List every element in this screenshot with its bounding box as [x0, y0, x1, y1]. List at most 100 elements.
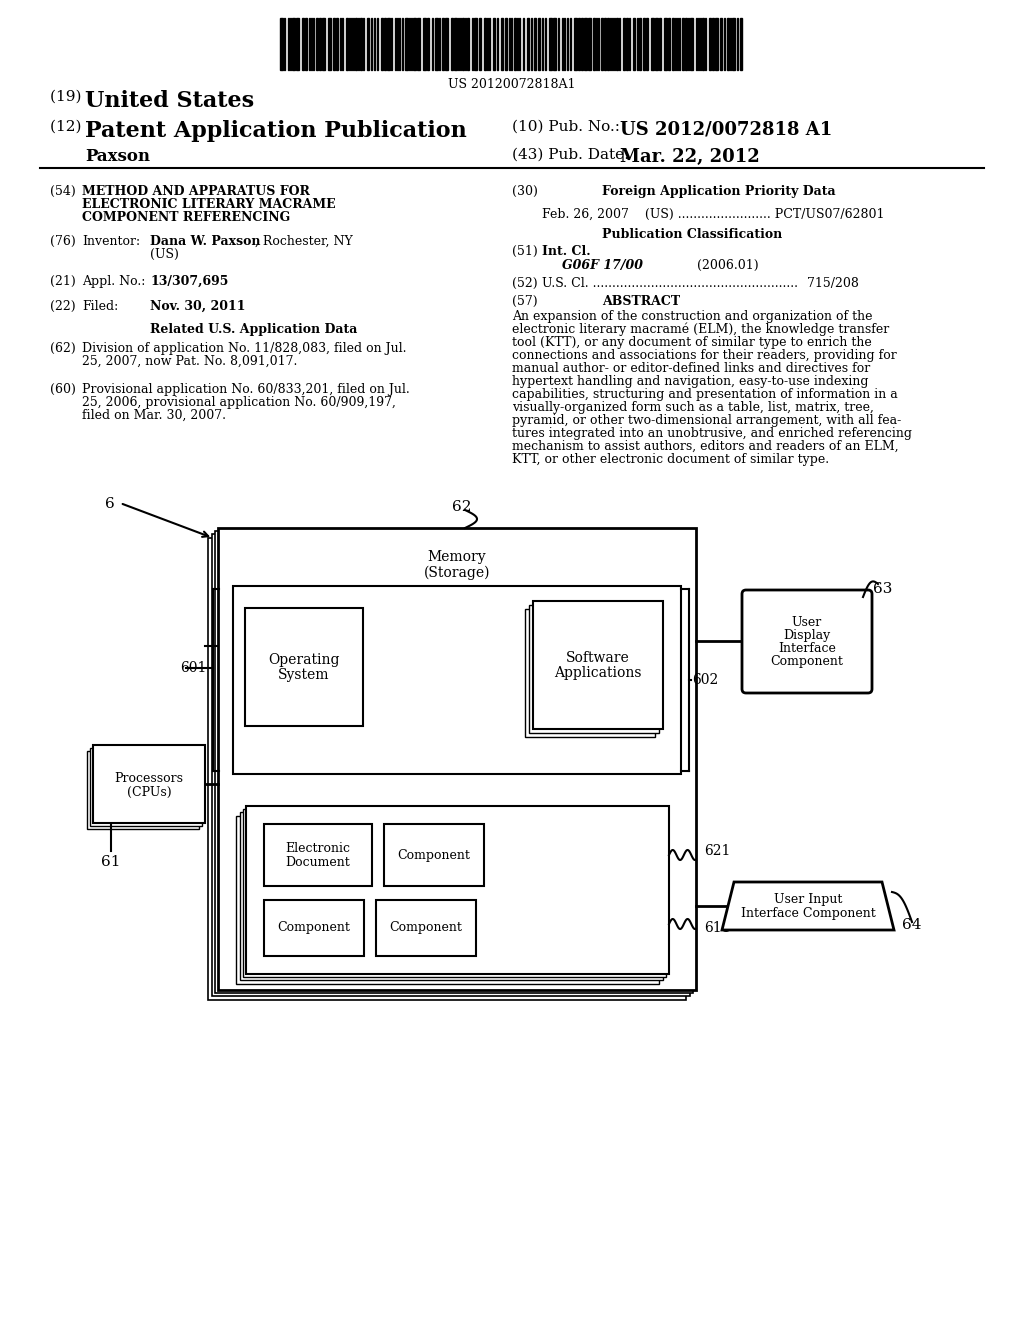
Text: Display: Display	[783, 630, 830, 643]
Text: Component: Component	[771, 656, 844, 668]
Text: (US): (US)	[150, 248, 179, 261]
Bar	[384, 824, 484, 886]
Text: Paxson: Paxson	[85, 148, 150, 165]
Text: tool (KTT), or any document of similar type to enrich the: tool (KTT), or any document of similar t…	[512, 337, 871, 348]
Bar	[333, 18, 335, 70]
Text: (10) Pub. No.:: (10) Pub. No.:	[512, 120, 620, 135]
Text: Foreign Application Priority Data: Foreign Application Priority Data	[602, 185, 836, 198]
Text: manual author- or editor-defined links and directives for: manual author- or editor-defined links a…	[512, 362, 870, 375]
Text: (2006.01): (2006.01)	[697, 259, 759, 272]
Text: 715/208: 715/208	[807, 277, 859, 290]
Text: (22): (22)	[50, 300, 76, 313]
Text: G06F 17/00: G06F 17/00	[562, 259, 643, 272]
Bar	[588, 18, 591, 70]
Bar	[633, 18, 635, 70]
Bar	[702, 18, 705, 70]
Bar	[581, 18, 583, 70]
Polygon shape	[722, 882, 894, 931]
Bar	[529, 605, 659, 733]
Bar	[292, 18, 295, 70]
FancyBboxPatch shape	[742, 590, 872, 693]
Text: Inventor:: Inventor:	[82, 235, 140, 248]
Text: mechanism to assist authors, editors and readers of an ELM,: mechanism to assist authors, editors and…	[512, 440, 899, 453]
Text: Processors: Processors	[115, 771, 183, 784]
Text: 6: 6	[105, 498, 115, 511]
Text: Component: Component	[389, 921, 463, 935]
Text: Related U.S. Application Data: Related U.S. Application Data	[150, 323, 357, 337]
Text: (52): (52)	[512, 277, 538, 290]
Bar	[527, 18, 529, 70]
Bar	[646, 18, 648, 70]
Bar	[651, 18, 654, 70]
Bar	[668, 18, 670, 70]
Bar	[355, 18, 357, 70]
Text: (12): (12)	[50, 120, 86, 135]
Text: Interface: Interface	[778, 643, 836, 656]
Bar	[454, 18, 457, 70]
Bar	[574, 18, 577, 70]
Text: US 20120072818A1: US 20120072818A1	[449, 78, 575, 91]
Text: 611: 611	[705, 921, 730, 935]
Text: 621: 621	[705, 843, 730, 858]
Bar	[381, 18, 383, 70]
Text: 25, 2007, now Pat. No. 8,091,017.: 25, 2007, now Pat. No. 8,091,017.	[82, 355, 297, 368]
Text: Mar. 22, 2012: Mar. 22, 2012	[620, 148, 760, 166]
Text: Dana W. Paxson: Dana W. Paxson	[150, 235, 260, 248]
Bar	[467, 18, 469, 70]
Text: 25, 2006, provisional application No. 60/909,197,: 25, 2006, provisional application No. 60…	[82, 396, 396, 409]
Bar	[387, 18, 390, 70]
Text: filed on Mar. 30, 2007.: filed on Mar. 30, 2007.	[82, 409, 226, 422]
Text: (76): (76)	[50, 235, 76, 248]
Bar	[604, 18, 606, 70]
Bar	[553, 18, 556, 70]
Bar	[732, 18, 735, 70]
Text: Component: Component	[278, 921, 350, 935]
Bar	[264, 824, 372, 886]
Bar	[607, 18, 609, 70]
Bar	[514, 18, 516, 70]
Bar	[245, 609, 362, 726]
Bar	[280, 18, 283, 70]
Bar	[626, 18, 628, 70]
Bar	[538, 18, 540, 70]
Text: electronic literary macramé (ELM), the knowledge transfer: electronic literary macramé (ELM), the k…	[512, 323, 889, 337]
Text: 61: 61	[101, 855, 121, 869]
Text: KTT, or other electronic document of similar type.: KTT, or other electronic document of sim…	[512, 453, 829, 466]
Bar	[664, 18, 667, 70]
Text: Nov. 30, 2011: Nov. 30, 2011	[150, 300, 246, 313]
Text: (21): (21)	[50, 275, 76, 288]
Text: Applications: Applications	[554, 667, 642, 680]
Text: (19): (19)	[50, 90, 86, 104]
Bar	[360, 18, 362, 70]
Bar	[322, 18, 325, 70]
Bar	[525, 609, 655, 737]
Bar	[690, 18, 693, 70]
Bar	[336, 18, 338, 70]
Text: System: System	[279, 668, 330, 682]
Bar	[659, 18, 662, 70]
Bar	[376, 900, 476, 956]
Text: Document: Document	[286, 857, 350, 870]
Bar	[236, 816, 659, 983]
Text: U.S. Cl. .....................................................: U.S. Cl. ...............................…	[542, 277, 798, 290]
Bar	[505, 18, 507, 70]
Bar	[442, 18, 444, 70]
Bar	[462, 18, 464, 70]
Text: (43) Pub. Date:: (43) Pub. Date:	[512, 148, 630, 162]
Text: (57): (57)	[512, 294, 538, 308]
Bar	[367, 18, 369, 70]
Bar	[534, 601, 663, 729]
Bar	[240, 812, 663, 979]
Text: ELECTRONIC LITERARY MACRAME: ELECTRONIC LITERARY MACRAME	[82, 198, 336, 211]
Text: (54): (54)	[50, 185, 76, 198]
Bar	[212, 535, 690, 997]
Bar	[427, 18, 429, 70]
Text: User: User	[792, 616, 822, 630]
Text: , Rochester, NY: , Rochester, NY	[255, 235, 352, 248]
Text: Software: Software	[566, 651, 630, 665]
Bar	[493, 18, 495, 70]
Text: Division of application No. 11/828,083, filed on Jul.: Division of application No. 11/828,083, …	[82, 342, 407, 355]
Bar	[643, 18, 645, 70]
Bar	[501, 18, 503, 70]
Text: Provisional application No. 60/833,201, filed on Jul.: Provisional application No. 60/833,201, …	[82, 383, 410, 396]
